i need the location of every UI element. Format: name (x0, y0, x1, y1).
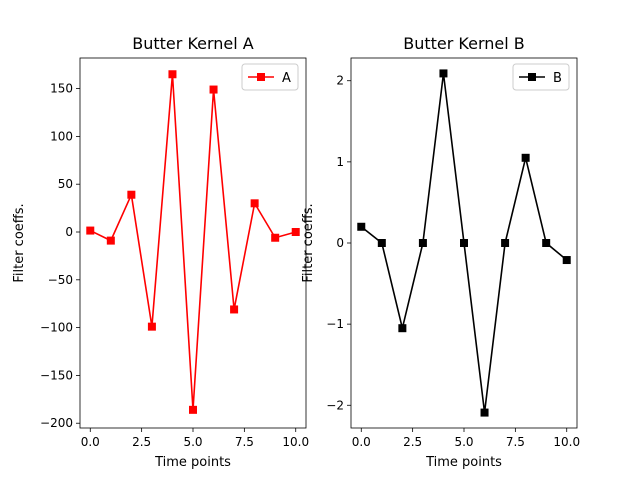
legend: B (512, 63, 570, 91)
data-point (521, 153, 530, 162)
data-point (147, 322, 156, 331)
data-point (106, 236, 115, 245)
legend-label: A (282, 71, 291, 86)
data-point (542, 239, 551, 247)
x-tick-label: 10.0 (553, 435, 580, 449)
data-point (357, 222, 366, 231)
y-tick-label: 150 (50, 82, 73, 96)
data-point (127, 190, 136, 199)
y-tick-label: −200 (40, 416, 73, 430)
data-point (418, 239, 427, 247)
data-point (562, 256, 571, 265)
legend-marker (257, 73, 265, 81)
data-point (501, 239, 510, 247)
x-tick-label: 10.0 (282, 435, 309, 449)
data-point (377, 239, 386, 247)
x-tick-label: 5.0 (183, 435, 202, 449)
y-axis-label: Filter coeffs. (301, 203, 316, 282)
series-line-A (89, 74, 296, 410)
x-tick-label: 0.0 (352, 435, 371, 449)
x-axis-label: Time points (425, 455, 502, 470)
data-point (291, 228, 300, 237)
data-point (230, 305, 239, 314)
y-tick-label: 0 (65, 225, 73, 239)
data-point (480, 408, 489, 417)
chart-title: Butter Kernel A (132, 34, 254, 53)
data-point (271, 233, 280, 242)
data-point (439, 69, 448, 78)
x-tick-label: 5.0 (454, 435, 473, 449)
x-tick-label: 7.5 (235, 435, 254, 449)
y-tick-label: 2 (336, 74, 344, 88)
data-point (86, 226, 95, 235)
subplot-a: Butter Kernel A 0.0 2.5 5.0 7.5 10.0 −200 −150 −… (12, 34, 309, 470)
y-tick-label: 50 (58, 177, 73, 191)
x-tick-label: 2.5 (403, 435, 422, 449)
y-tick-label: −100 (40, 321, 73, 335)
y-tick-label: −50 (48, 273, 73, 287)
x-axis-label: Time points (154, 455, 231, 470)
legend: A (241, 63, 299, 91)
y-tick-label: 100 (50, 129, 73, 143)
chart-title: Butter Kernel B (403, 34, 525, 53)
y-tick-label: 1 (336, 155, 344, 169)
data-point (250, 199, 259, 208)
y-tick-label: −2 (326, 398, 344, 412)
x-tick-label: 7.5 (506, 435, 525, 449)
y-tick-label: −1 (326, 317, 344, 331)
subplot-b: Butter Kernel B 0.0 2.5 5.0 7.5 10.0 −2 −1 0 1 2 Ti… (301, 34, 580, 470)
legend-marker (528, 73, 536, 81)
data-point (189, 405, 197, 414)
data-point (460, 239, 468, 247)
legend-label: B (553, 71, 562, 86)
data-point (168, 70, 177, 79)
x-tick-label: 2.5 (132, 435, 151, 449)
y-tick-label: −150 (40, 368, 73, 382)
data-point (398, 324, 407, 333)
data-point (209, 85, 218, 94)
y-axis-label: Filter coeffs. (12, 203, 27, 282)
y-tick-label: 0 (336, 236, 344, 250)
x-tick-label: 0.0 (81, 435, 100, 449)
